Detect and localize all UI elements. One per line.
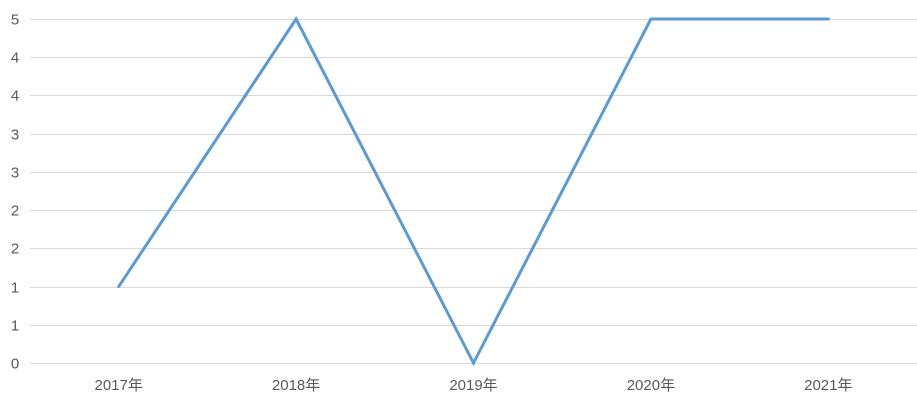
y-tick-label: 3 [11, 127, 19, 144]
x-tick-label: 2020年 [627, 377, 675, 394]
x-tick-label: 2018年 [272, 377, 320, 394]
x-axis-ticks: 2017年 2018年 2019年 2020年 2021年 [95, 377, 853, 394]
x-tick-label: 2017年 [95, 377, 143, 394]
y-tick-label: 5 [11, 12, 19, 29]
y-tick-label: 1 [11, 280, 19, 297]
gridlines [30, 19, 917, 364]
x-tick-label: 2021年 [804, 377, 852, 394]
y-tick-label: 0 [11, 356, 19, 373]
data-point [649, 17, 653, 21]
data-point [294, 17, 298, 21]
data-point [826, 17, 830, 21]
data-point [472, 361, 475, 365]
series-line [117, 16, 829, 367]
y-tick-label: 2 [11, 241, 19, 258]
y-tick-label: 2 [11, 203, 19, 220]
y-tick-label: 4 [11, 88, 19, 105]
y-tick-label: 1 [11, 318, 19, 335]
series-layer [117, 16, 830, 367]
data-point [117, 285, 121, 289]
y-axis-ticks: 0 1 1 2 2 3 3 4 4 5 [11, 12, 19, 373]
x-tick-label: 2019年 [449, 377, 497, 394]
y-tick-label: 3 [11, 165, 19, 182]
y-tick-label: 4 [11, 50, 19, 67]
